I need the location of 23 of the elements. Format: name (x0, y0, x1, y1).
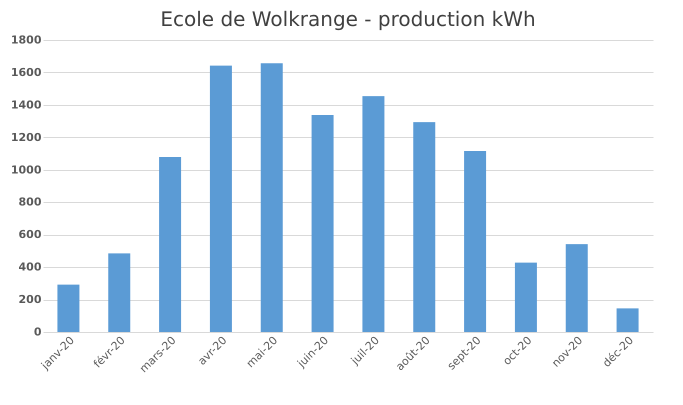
bar (464, 150, 486, 332)
y-tick-label: 1000 (10, 163, 42, 176)
y-tick-label: 1600 (10, 66, 42, 79)
y-tick-label: 200 (18, 293, 42, 306)
y-tick-label: 1800 (10, 34, 42, 46)
bar (57, 284, 80, 332)
chart-title: Ecole de Wolkrange - production kWh (160, 7, 536, 31)
bar (514, 262, 537, 332)
bar (210, 66, 232, 332)
y-tick-label: 600 (18, 228, 42, 242)
y-tick-label: 400 (18, 260, 42, 274)
y-tick-label: 800 (18, 196, 42, 209)
bar (413, 122, 436, 332)
y-tick-label: 1400 (10, 98, 42, 112)
bar (108, 253, 130, 332)
bar (260, 63, 283, 332)
y-tick-label: 1200 (10, 130, 42, 144)
bar (159, 156, 182, 332)
bar (616, 308, 639, 332)
y-tick-label: 0 (34, 326, 42, 338)
bar (566, 244, 588, 332)
bar (312, 114, 334, 332)
bar (362, 96, 384, 332)
